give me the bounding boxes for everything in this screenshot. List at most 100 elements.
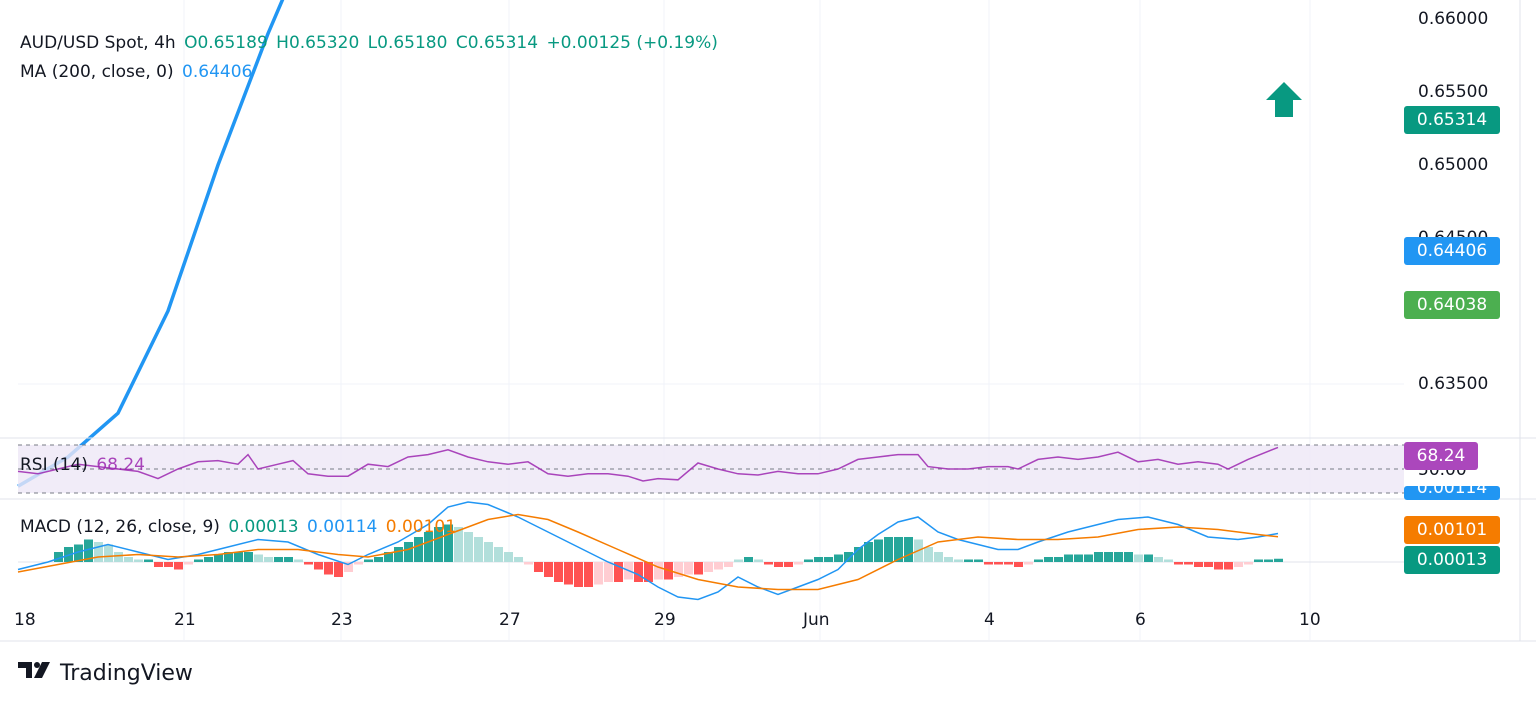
macd-hist-bar (264, 557, 273, 562)
high-value: H0.65320 (276, 33, 360, 53)
macd-hist-bar (854, 547, 863, 562)
macd-line (17, 501, 1279, 601)
ma-legend: MA (200, close, 0) 0.64406 (20, 62, 255, 82)
macd-hist-bar (1274, 558, 1283, 562)
macd-hist-bar (984, 562, 993, 565)
macd-hist-bar (1134, 554, 1143, 562)
macd-hist-bar (924, 547, 933, 562)
symbol-title: AUD/USD Spot, 4h (20, 33, 176, 53)
macd-hist-bar (424, 532, 433, 562)
tradingview-logo-icon (18, 660, 52, 686)
macd-hist-bar (1034, 559, 1043, 562)
macd-hist-bar (794, 562, 803, 565)
time-tick-23: 23 (331, 610, 353, 630)
macd-hist-bar (644, 562, 653, 582)
ma-label: MA (200, close, 0) (20, 62, 174, 82)
macd-hist-bar (134, 559, 143, 562)
macd-hist-bar (634, 562, 643, 582)
macd-hist-bar (824, 557, 833, 562)
time-tick-27: 27 (499, 610, 521, 630)
macd-hist-bar (124, 557, 133, 562)
macd-hist-bar (1014, 562, 1023, 567)
macd-pane (17, 501, 1404, 601)
macd-hist-bar (684, 562, 693, 575)
macd-hist-value: 0.00013 (228, 517, 299, 537)
macd-hist-bar (214, 554, 223, 562)
macd-label: MACD (12, 26, close, 9) (20, 517, 220, 537)
macd-hist-bar (834, 554, 843, 562)
macd-hist-bar (1144, 554, 1153, 562)
macd-hist-bar (1204, 562, 1213, 567)
macd-hist-bar (554, 562, 563, 582)
macd-legend: MACD (12, 26, close, 9) 0.00013 0.00114 … (20, 517, 459, 537)
macd-hist-bar (204, 557, 213, 562)
macd-hist-bar (604, 562, 613, 582)
macd-hist-bar (934, 552, 943, 562)
signal-line (17, 513, 1279, 591)
time-tick-21: 21 (174, 610, 196, 630)
rsi-badge: 68.24 (1404, 442, 1478, 470)
macd-hist-bar (284, 557, 293, 562)
time-tick-18: 18 (14, 610, 36, 630)
price-legend: AUD/USD Spot, 4h O0.65189 H0.65320 L0.65… (20, 33, 721, 53)
macd-hist-bar (1154, 557, 1163, 562)
macd-hist-bar (294, 559, 303, 562)
macd-hist-bar (234, 552, 243, 562)
macd-hist-bar (544, 562, 553, 577)
macd-hist-bar (514, 557, 523, 562)
tradingview-logo[interactable]: TradingView (18, 660, 193, 686)
macd-signal-value: 0.00101 (385, 517, 457, 537)
macd-hist-bar (504, 552, 513, 562)
macd-hist-bar (674, 562, 683, 577)
macd-hist-bar (524, 562, 533, 565)
rsi-line (17, 446, 1279, 482)
macd-hist-bar (54, 552, 63, 562)
macd-hist-bar (1054, 557, 1063, 562)
macd-hist-bar (704, 562, 713, 572)
macd-hist-bar (874, 539, 883, 562)
macd-hist-bar (754, 559, 763, 562)
macd-hist-bar (1074, 554, 1083, 562)
macd-hist-bar (894, 537, 903, 562)
macd-hist-bar (84, 539, 93, 562)
macd-hist-bar (814, 557, 823, 562)
macd-hist-bar (384, 552, 393, 562)
macd-hist-bar (164, 562, 173, 567)
macd-hist-bar (1264, 559, 1273, 562)
up-arrow (1266, 82, 1302, 117)
macd-hist-bar (1064, 554, 1073, 562)
macd-hist-bar (994, 562, 1003, 565)
macd-hist-bar (784, 562, 793, 567)
macd-hist-bar (1124, 552, 1133, 562)
rsi-legend: RSI (14) 68.24 (20, 455, 148, 475)
macd-hist-bar (444, 524, 453, 562)
macd-hist-bar (1004, 562, 1013, 565)
macd-hist-bar (74, 544, 83, 562)
macd-hist-bar (654, 562, 663, 580)
macd-hist-bar (474, 537, 483, 562)
axes (0, 0, 1536, 642)
time-tick-6: 6 (1135, 610, 1146, 630)
macd-hist-bar (1024, 562, 1033, 565)
macd-hist-bar (374, 557, 383, 562)
macd-hist-bar (804, 559, 813, 562)
macd-hist-bar (1174, 562, 1183, 565)
macd-hist-bar (144, 559, 153, 562)
macd-hist-bar (534, 562, 543, 572)
macd-hist-bar (434, 527, 443, 562)
grid (18, 0, 1404, 640)
macd-hist-bar (954, 559, 963, 562)
macd-hist-bar (314, 562, 323, 570)
hist-badge: 0.00013 (1404, 546, 1500, 574)
macd-hist-bar (174, 562, 183, 570)
macd-hist-bar (1244, 562, 1253, 565)
close-value: C0.65314 (455, 33, 539, 53)
macd-hist-bar (724, 562, 733, 567)
macd-hist-bar (154, 562, 163, 567)
macd-hist-bar (1184, 562, 1193, 565)
macd-hist-bar (324, 562, 333, 575)
ma-value: 0.64406 (182, 62, 253, 82)
macd-hist-bar (1044, 557, 1053, 562)
rsi-label: RSI (14) (20, 455, 88, 475)
